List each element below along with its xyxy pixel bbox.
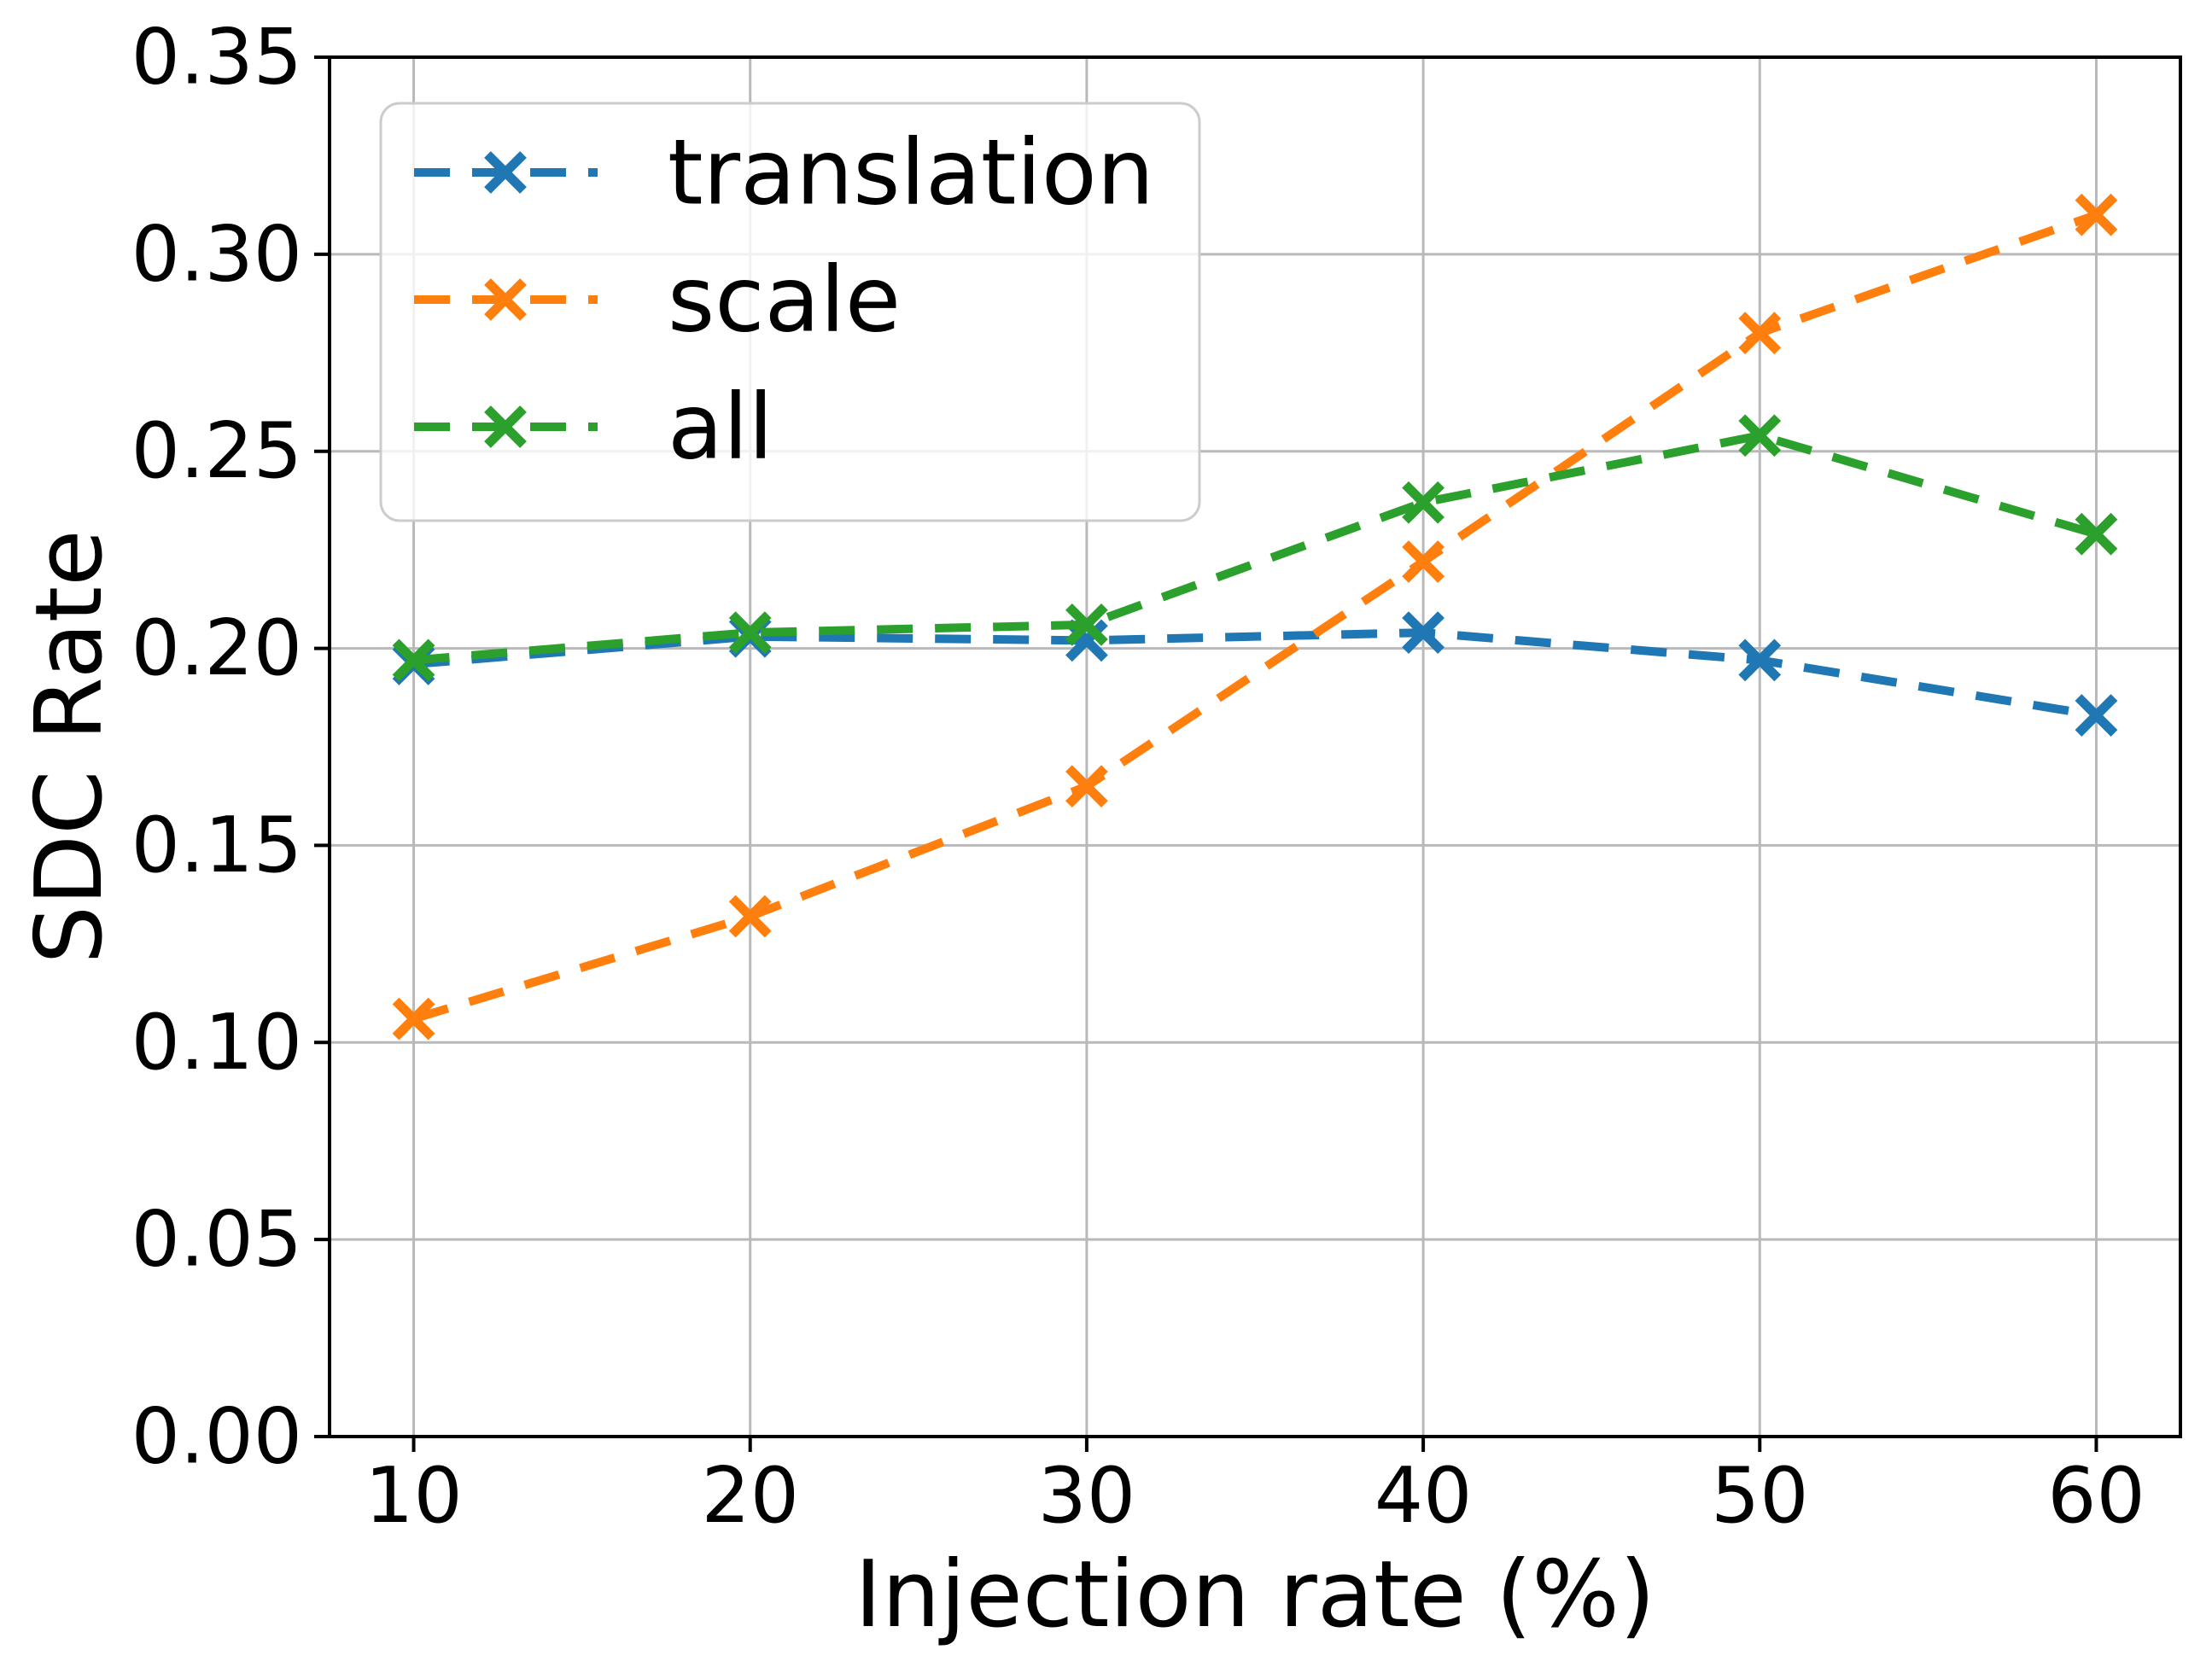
marker-x-all [728, 611, 772, 654]
marker-x-scale [392, 997, 435, 1041]
legend-marker-x [484, 151, 527, 194]
series-line-scale [412, 210, 2098, 1023]
series-all [392, 414, 2118, 682]
marker-x-scale [1402, 540, 1445, 583]
marker-x-scale [728, 895, 772, 938]
y-tick-label: 0.30 [131, 209, 302, 299]
marker-x-all [392, 638, 435, 682]
y-tick-label: 0.15 [131, 801, 302, 890]
legend-entry-scale: scale [414, 248, 901, 353]
y-tick-label: 0.25 [131, 406, 302, 496]
y-tick-label: 0.00 [131, 1392, 302, 1482]
marker-x-scale [1738, 312, 1782, 355]
x-tick-label: 60 [2047, 1451, 2145, 1541]
marker-x-translation [1738, 638, 1782, 682]
x-axis-label: Injection rate (%) [855, 1542, 1655, 1648]
x-tick-label: 10 [365, 1451, 463, 1541]
x-tick-label: 30 [1038, 1451, 1136, 1541]
series-scale [392, 193, 2118, 1041]
y-tick-label: 0.05 [131, 1195, 302, 1285]
legend-entry-translation: translation [414, 120, 1154, 225]
marker-x-all [1402, 481, 1445, 524]
x-tick-label: 20 [701, 1451, 799, 1541]
marker-x-scale [1065, 765, 1108, 808]
plot-border [328, 55, 2182, 1438]
legend-label: scale [668, 248, 901, 353]
y-tick-label: 0.20 [131, 603, 302, 693]
legend: translation scale all [379, 102, 1201, 522]
x-tick-label: 40 [1374, 1451, 1473, 1541]
legend-marker-x [484, 278, 527, 321]
x-tick-label: 50 [1711, 1451, 1809, 1541]
axis-ticks: 10 20 30 40 50 60 0.00 0.05 0.10 0.15 0.20 0.25 0.30… [131, 13, 2145, 1542]
marker-x-all [2075, 512, 2118, 556]
marker-x-scale [2075, 193, 2118, 236]
legend-marker-x [484, 405, 527, 448]
legend-entry-all: all [414, 375, 773, 480]
marker-x-translation [2075, 694, 2118, 737]
marker-x-all [1065, 603, 1108, 646]
series-line-translation [413, 628, 2098, 720]
marker-x-translation [1402, 611, 1445, 654]
legend-label: translation [668, 120, 1154, 225]
y-tick-label: 0.35 [131, 13, 302, 102]
legend-box [379, 102, 1201, 522]
y-tick-label: 0.10 [131, 998, 302, 1087]
y-axis-label: SDC Rate [16, 529, 123, 964]
marker-x-all [1738, 414, 1782, 458]
legend-label: all [668, 375, 773, 480]
